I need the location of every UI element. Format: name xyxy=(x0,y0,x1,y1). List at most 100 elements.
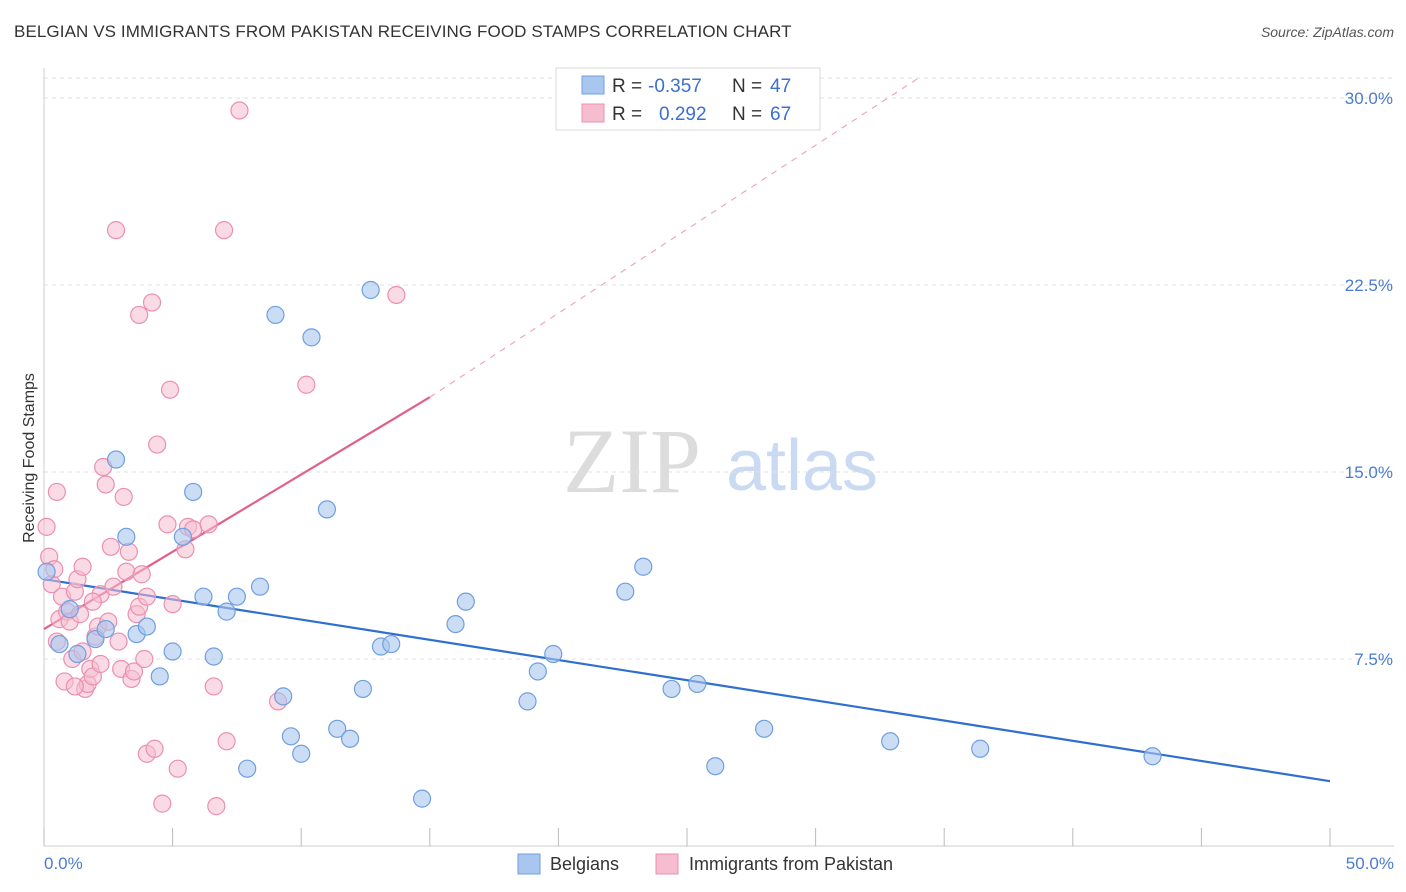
x-tick-label-max: 50.0% xyxy=(1346,854,1394,873)
data-point-belgians xyxy=(446,614,465,634)
data-point-belgians xyxy=(266,305,285,325)
data-point-belgians xyxy=(238,759,257,778)
data-point-belgians xyxy=(163,642,182,661)
data-point-belgians xyxy=(634,557,653,576)
data-point-belgians xyxy=(96,619,115,639)
data-point-belgians xyxy=(382,634,401,654)
data-point-pakistan xyxy=(109,632,128,651)
legend-n-value-belgians: 47 xyxy=(770,76,791,97)
data-point-belgians xyxy=(412,789,432,808)
data-point-belgians xyxy=(662,679,681,699)
data-point-pakistan xyxy=(145,739,164,758)
data-point-belgians xyxy=(292,744,311,763)
legend-n-value-pakistan: 67 xyxy=(770,104,791,125)
legend-bottom-label-belgians: Belgians xyxy=(550,854,619,874)
data-point-pakistan xyxy=(158,515,177,534)
series-pakistan-points xyxy=(37,101,406,816)
data-point-belgians xyxy=(302,328,321,347)
data-point-belgians xyxy=(37,562,56,581)
data-point-pakistan xyxy=(297,375,316,394)
data-point-belgians xyxy=(173,527,192,546)
data-point-pakistan xyxy=(119,542,138,561)
data-point-pakistan xyxy=(96,475,115,494)
data-point-pakistan xyxy=(104,577,123,596)
data-point-pakistan xyxy=(137,587,156,606)
data-point-pakistan xyxy=(387,285,406,305)
data-point-belgians xyxy=(353,679,373,699)
data-point-belgians xyxy=(106,450,126,469)
legend-n-label-belgians: N = xyxy=(732,76,762,97)
data-point-belgians xyxy=(184,482,203,502)
data-point-pakistan xyxy=(217,732,236,751)
data-point-pakistan xyxy=(37,517,56,536)
data-point-belgians xyxy=(688,674,707,694)
legend-bottom-swatch-pakistan xyxy=(655,853,679,875)
data-point-belgians xyxy=(361,280,380,300)
data-point-belgians xyxy=(150,667,169,686)
x-tick-label-min: 0.0% xyxy=(44,854,83,873)
data-point-belgians xyxy=(227,587,246,606)
legend-r-label-pakistan: R = xyxy=(612,104,642,125)
data-point-pakistan xyxy=(204,677,223,696)
data-point-belgians xyxy=(274,687,293,706)
data-point-belgians xyxy=(317,500,337,519)
data-point-belgians xyxy=(117,527,136,546)
trend-line-pakistan-extended xyxy=(429,77,919,398)
data-point-belgians xyxy=(528,662,547,681)
data-point-pakistan xyxy=(199,515,218,534)
legend-r-label-belgians: R = xyxy=(612,76,642,97)
data-point-pakistan xyxy=(73,557,92,576)
data-point-pakistan xyxy=(153,794,172,813)
data-point-belgians xyxy=(616,582,635,601)
data-point-pakistan xyxy=(207,797,226,816)
data-point-belgians xyxy=(217,602,236,621)
legend-bottom-label-pakistan: Immigrants from Pakistan xyxy=(689,854,893,874)
data-point-belgians xyxy=(68,644,87,664)
data-point-belgians xyxy=(340,729,360,748)
data-point-belgians xyxy=(250,577,270,596)
data-point-belgians xyxy=(755,719,774,738)
y-tick-label: 30.0% xyxy=(1345,89,1393,108)
data-point-pakistan xyxy=(124,662,144,681)
data-point-belgians xyxy=(706,757,725,776)
y-tick-label: 22.5% xyxy=(1345,276,1393,295)
data-point-pakistan xyxy=(106,221,126,240)
data-point-belgians xyxy=(204,647,223,666)
data-point-belgians xyxy=(194,587,213,606)
source-label: Source: ZipAtlas.com xyxy=(1260,24,1394,40)
watermark-atlas: atlas xyxy=(726,426,878,506)
data-point-pakistan xyxy=(101,537,120,556)
data-point-pakistan xyxy=(163,595,182,614)
watermark-zip: ZIP xyxy=(563,410,701,512)
data-point-pakistan xyxy=(114,487,133,507)
data-point-pakistan xyxy=(91,654,110,674)
data-point-belgians xyxy=(50,634,69,654)
data-point-belgians xyxy=(60,600,79,619)
trend-line-belgians xyxy=(43,578,1331,783)
y-tick-label: 7.5% xyxy=(1354,650,1393,669)
watermark: ZIP atlas xyxy=(563,410,878,512)
data-point-belgians xyxy=(518,692,537,711)
data-point-pakistan xyxy=(142,293,162,312)
data-point-pakistan xyxy=(132,565,151,584)
y-axis-title: Receiving Food Stamps xyxy=(21,373,38,543)
gridlines xyxy=(44,77,1394,660)
data-point-pakistan xyxy=(130,305,149,325)
legend-swatch-pakistan xyxy=(581,103,605,123)
data-point-pakistan xyxy=(230,101,249,120)
data-point-pakistan xyxy=(47,482,66,502)
legend-r-value-belgians: -0.357 xyxy=(648,76,702,97)
data-point-belgians xyxy=(328,719,347,738)
data-point-belgians xyxy=(881,732,900,751)
x-axis-ticks xyxy=(43,828,1331,846)
data-point-pakistan xyxy=(160,380,180,399)
legend-r-value-pakistan: 0.292 xyxy=(659,104,707,125)
data-point-belgians xyxy=(281,727,301,746)
data-point-pakistan xyxy=(168,759,187,778)
chart-title: BELGIAN VS IMMIGRANTS FROM PAKISTAN RECE… xyxy=(14,22,792,41)
legend-swatch-belgians xyxy=(581,75,605,95)
data-point-belgians xyxy=(1143,747,1162,766)
data-point-pakistan xyxy=(135,649,154,669)
data-point-belgians xyxy=(137,617,156,636)
legend-top: R = -0.357 N = 47 R = 0.292 N = 67 xyxy=(555,67,821,131)
